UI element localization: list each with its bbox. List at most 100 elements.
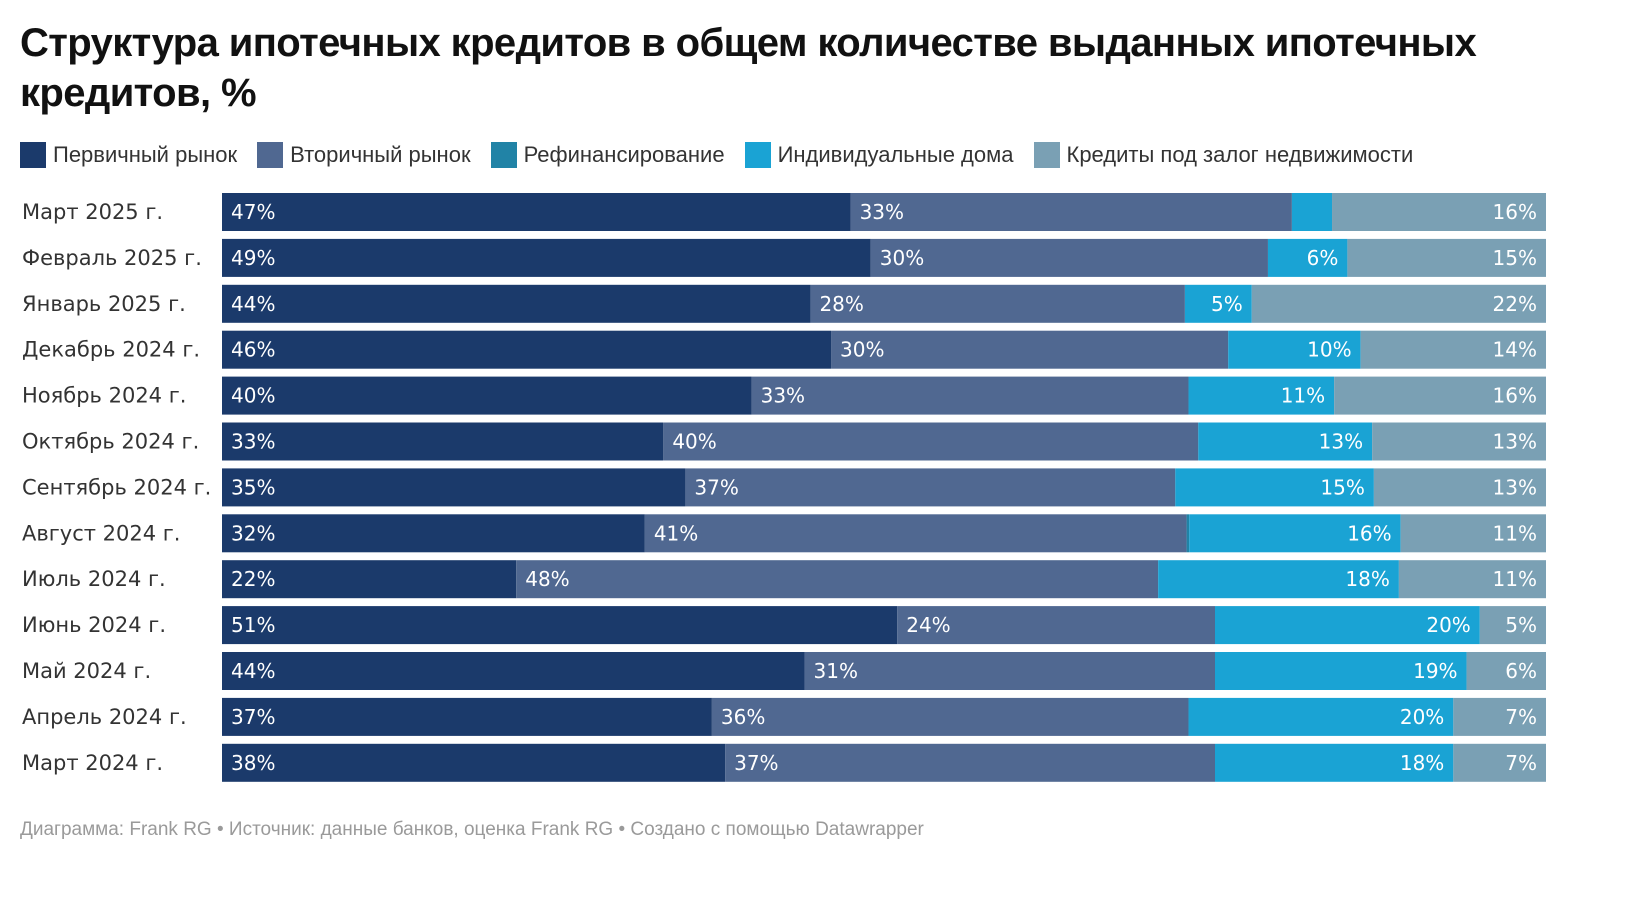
bar-segment xyxy=(1251,284,1546,323)
value-label: 18% xyxy=(1345,567,1389,591)
value-label: 41% xyxy=(654,521,698,545)
chart-title: Структура ипотечных кредитов в общем кол… xyxy=(20,21,1477,115)
bar-segment xyxy=(1373,468,1546,507)
bar-segment xyxy=(1215,743,1454,782)
bar-segment xyxy=(831,330,1229,369)
value-label: 40% xyxy=(231,384,275,408)
value-label: 51% xyxy=(231,613,275,637)
bar-segment xyxy=(810,284,1185,323)
value-label: 15% xyxy=(1320,475,1364,499)
value-label: 11% xyxy=(1281,384,1325,408)
bar-segment xyxy=(222,468,686,507)
bar-segment xyxy=(1347,238,1546,277)
bar-segment xyxy=(1215,652,1467,690)
bar-segment xyxy=(870,238,1268,277)
bar-segment xyxy=(222,697,712,736)
bar-segment xyxy=(850,193,1292,231)
bar-segment xyxy=(1372,422,1546,461)
bar-segment xyxy=(1215,606,1480,645)
legend-label: Первичный рынок xyxy=(53,142,238,167)
value-label: 24% xyxy=(906,613,950,637)
bar-segment xyxy=(222,376,752,415)
chart-legend: Первичный рынок Вторичный рынок Рефинансир… xyxy=(20,141,1413,169)
bar-segment xyxy=(1228,330,1361,369)
legend-swatch xyxy=(20,142,46,168)
value-label: 14% xyxy=(1493,338,1537,362)
bar-segment xyxy=(1184,284,1252,323)
bar-segment xyxy=(1453,743,1546,782)
value-label: 13% xyxy=(1493,475,1537,499)
bar-segment xyxy=(222,560,517,599)
row-label: Январь 2025 г. xyxy=(22,292,186,316)
row-label: Сентябрь 2024 г. xyxy=(22,475,211,499)
value-label: 30% xyxy=(840,338,884,362)
value-label: 47% xyxy=(231,200,275,224)
bar-segment xyxy=(1332,193,1546,231)
legend-label: Кредиты под залог недвижимости xyxy=(1066,142,1414,167)
value-label: 33% xyxy=(860,200,904,224)
bar-segment xyxy=(725,743,1215,782)
bar-segment xyxy=(1188,697,1454,736)
value-label: 35% xyxy=(231,475,275,499)
bar-segment xyxy=(1158,560,1399,599)
value-label: 38% xyxy=(231,751,275,775)
value-label: 44% xyxy=(231,292,275,316)
bar-segment xyxy=(222,193,851,231)
row-label: Апрель 2024 г. xyxy=(22,705,187,729)
row-label: Июль 2024 г. xyxy=(22,567,166,591)
value-label: 6% xyxy=(1307,246,1339,270)
row-label: Май 2024 г. xyxy=(22,659,151,683)
value-label: 11% xyxy=(1493,521,1537,545)
value-label: 28% xyxy=(819,292,863,316)
legend-label: Рефинансирование xyxy=(523,142,725,167)
value-label: 33% xyxy=(761,384,805,408)
bar-segment xyxy=(1398,560,1546,599)
bar-segment xyxy=(1466,652,1546,690)
value-label: 40% xyxy=(672,430,716,454)
bar-segment xyxy=(1189,514,1401,553)
bar-segment xyxy=(711,697,1189,736)
bar-segment xyxy=(222,514,645,553)
value-label: 37% xyxy=(694,475,738,499)
bar-segment xyxy=(663,422,1199,461)
bar-segment xyxy=(222,422,664,461)
bar-segment xyxy=(897,606,1215,645)
row-label: Февраль 2025 г. xyxy=(22,246,202,270)
bar-segment xyxy=(222,606,898,645)
value-label: 19% xyxy=(1413,659,1457,683)
bar-segment xyxy=(751,376,1189,415)
bar-segment xyxy=(685,468,1176,507)
legend-swatch xyxy=(490,142,517,168)
row-label: Ноябрь 2024 г. xyxy=(22,384,186,408)
legend-item: Первичный рынок xyxy=(20,142,237,168)
value-label: 48% xyxy=(525,567,569,591)
value-label: 13% xyxy=(1493,430,1537,454)
chart-footer: Диаграмма: Frank RG • Источник: данные б… xyxy=(20,819,924,840)
row-label: Август 2024 г. xyxy=(22,521,180,545)
value-label: 7% xyxy=(1505,705,1537,729)
value-label: 20% xyxy=(1400,705,1444,729)
value-label: 22% xyxy=(1493,292,1537,316)
bar-segment xyxy=(222,238,871,277)
legend-item: Кредиты под залог недвижимости xyxy=(1033,142,1414,168)
legend-label: Вторичный рынок xyxy=(290,142,471,167)
value-label: 13% xyxy=(1319,430,1363,454)
value-label: 16% xyxy=(1493,384,1537,408)
value-label: 20% xyxy=(1426,613,1470,637)
value-label: 32% xyxy=(231,521,275,545)
row-label: Март 2025 г. xyxy=(22,200,163,224)
legend-label: Индивидуальные дома xyxy=(777,142,1014,167)
value-label: 5% xyxy=(1505,613,1537,637)
legend-swatch xyxy=(257,142,284,168)
value-label: 30% xyxy=(880,246,924,270)
bar-segment xyxy=(1267,238,1348,277)
value-label: 46% xyxy=(231,338,275,362)
value-label: 22% xyxy=(231,567,275,591)
value-label: 36% xyxy=(721,705,765,729)
value-label: 33% xyxy=(231,430,275,454)
value-label: 37% xyxy=(734,751,778,775)
value-label: 16% xyxy=(1493,200,1537,224)
legend-item: Индивидуальные дома xyxy=(744,142,1014,168)
value-label: 7% xyxy=(1505,751,1537,775)
